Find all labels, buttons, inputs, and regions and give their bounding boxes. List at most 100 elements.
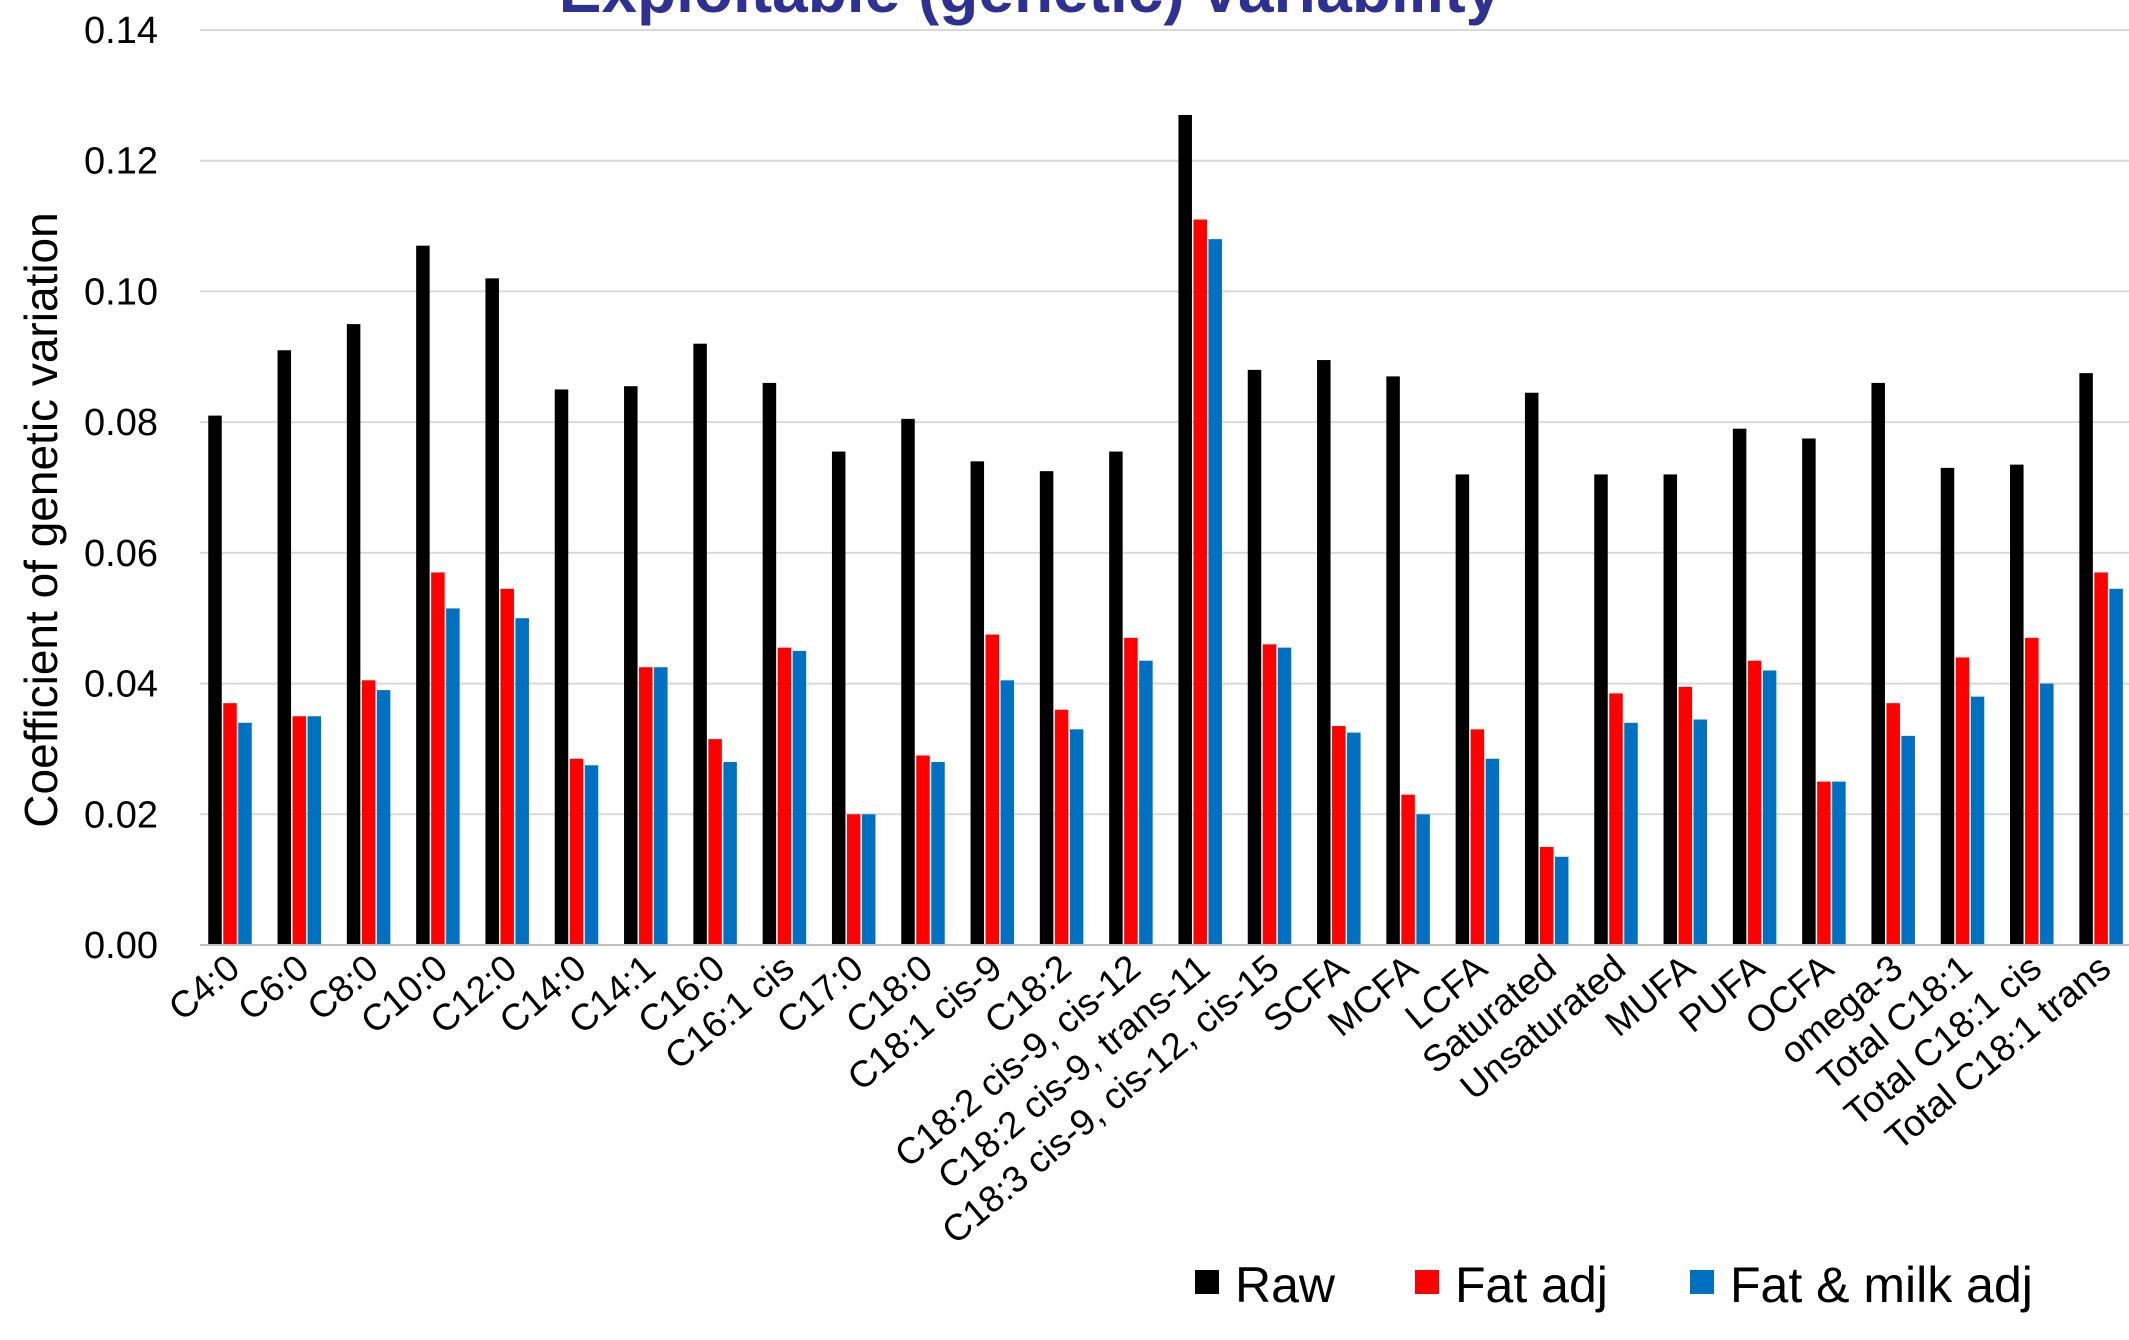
- bar-raw-25: [1940, 467, 1955, 945]
- bar-raw-18: [1455, 474, 1470, 945]
- bar-raw-5: [554, 389, 569, 945]
- bar-fat-adj-0: [223, 703, 237, 945]
- bar-fat-adj-21: [1678, 686, 1693, 945]
- bar-fat-adj-19: [1539, 846, 1554, 945]
- bar-fat-adj-4: [500, 588, 514, 945]
- bar-fat-milk-adj-20: [1624, 722, 1638, 945]
- bar-fat-adj-3: [431, 572, 445, 945]
- y-tick-label: 0.14: [84, 10, 158, 52]
- bar-raw-13: [1109, 451, 1123, 945]
- bar-raw-23: [1802, 438, 1816, 945]
- bar-raw-6: [624, 386, 638, 946]
- bar-fat-adj-23: [1817, 781, 1831, 945]
- y-tick-labels: 0.00 0.02 0.04 0.06 0.08 0.10 0.12 0.14: [84, 10, 158, 967]
- bar-fat-milk-adj-21: [1693, 719, 1708, 945]
- legend-swatch: [1415, 1270, 1439, 1294]
- bar-raw-8: [762, 382, 777, 945]
- y-tick-label: 0.00: [84, 925, 158, 967]
- y-tick-label: 0.10: [84, 271, 158, 313]
- bar-fat-milk-adj-16: [1347, 732, 1361, 945]
- bar-raw-15: [1247, 369, 1262, 945]
- bar-fat-milk-adj-7: [723, 762, 737, 945]
- bar-raw-9: [831, 451, 846, 945]
- bar-fat-milk-adj-23: [1832, 781, 1846, 945]
- bar-raw-16: [1317, 360, 1331, 945]
- bar-raw-14: [1178, 114, 1192, 945]
- bar-fat-adj-13: [1124, 637, 1138, 945]
- bar-fat-adj-11: [985, 634, 1000, 945]
- x-tick-labels: C4:0C6:0C8:0C10:0C12:0C14:0C14:1C16:0C16…: [161, 947, 2118, 1252]
- y-tick-label: 0.12: [84, 141, 158, 183]
- bar-fat-adj-7: [708, 739, 722, 945]
- bar-fat-adj-25: [1955, 657, 1970, 945]
- bar-fat-adj-16: [1332, 726, 1346, 945]
- bar-fat-adj-26: [2025, 637, 2039, 945]
- bar-raw-2: [346, 324, 361, 945]
- bar-fat-milk-adj-2: [376, 690, 391, 945]
- bar-fat-adj-8: [777, 647, 792, 945]
- bar-raw-21: [1663, 474, 1678, 945]
- x-tick-label: C6:0: [230, 947, 316, 1029]
- y-axis-title: Coefficient of genetic variation: [15, 212, 67, 827]
- bar-fat-milk-adj-8: [792, 650, 807, 945]
- bar-fat-adj-22: [1747, 660, 1762, 945]
- bar-fat-milk-adj-9: [861, 814, 876, 945]
- bar-fat-milk-adj-27: [2109, 588, 2123, 945]
- bar-fat-adj-1: [292, 716, 307, 945]
- bar-fat-milk-adj-22: [1762, 670, 1777, 945]
- legend: Raw Fat adj Fat & milk adj: [1195, 1257, 2033, 1313]
- bars: [208, 114, 2123, 946]
- bar-fat-milk-adj-15: [1277, 647, 1292, 945]
- bar-raw-0: [208, 415, 222, 945]
- bar-raw-19: [1524, 392, 1539, 945]
- bar-raw-3: [416, 245, 430, 945]
- bar-fat-milk-adj-6: [654, 667, 668, 945]
- bar-fat-adj-12: [1054, 709, 1069, 945]
- y-tick-label: 0.08: [84, 402, 158, 444]
- bar-fat-milk-adj-12: [1069, 729, 1084, 945]
- x-tick-label: C4:0: [161, 947, 247, 1029]
- bar-raw-10: [901, 418, 915, 945]
- bar-fat-adj-15: [1262, 644, 1277, 945]
- bar-fat-adj-27: [2094, 572, 2108, 945]
- bar-fat-milk-adj-26: [2040, 683, 2054, 945]
- bar-fat-milk-adj-4: [515, 618, 529, 945]
- bar-raw-24: [1871, 382, 1885, 945]
- bar-fat-milk-adj-17: [1416, 814, 1430, 945]
- bar-fat-milk-adj-24: [1901, 735, 1915, 945]
- bar-fat-adj-9: [846, 814, 861, 945]
- bar-fat-adj-6: [639, 667, 653, 945]
- legend-swatch: [1195, 1270, 1219, 1294]
- bar-fat-milk-adj-13: [1139, 660, 1153, 945]
- legend-label: Raw: [1235, 1257, 1336, 1313]
- bar-raw-4: [485, 278, 499, 945]
- legend-label: Fat & milk adj: [1730, 1257, 2033, 1313]
- bar-raw-11: [970, 461, 985, 945]
- bar-raw-27: [2079, 373, 2093, 945]
- bar-raw-1: [277, 350, 292, 945]
- bar-raw-12: [1039, 471, 1054, 945]
- bar-fat-adj-24: [1886, 703, 1900, 945]
- bar-fat-milk-adj-5: [584, 765, 599, 945]
- bar-fat-adj-5: [569, 758, 584, 945]
- bar-raw-7: [693, 343, 707, 945]
- bar-fat-milk-adj-25: [1970, 696, 1985, 945]
- bar-fat-milk-adj-19: [1554, 856, 1569, 945]
- bar-fat-milk-adj-10: [931, 762, 945, 945]
- bar-raw-22: [1732, 428, 1747, 945]
- legend-swatch: [1690, 1270, 1714, 1294]
- bar-raw-17: [1386, 376, 1400, 946]
- y-tick-label: 0.04: [84, 664, 158, 706]
- chart-title: Exploitable (genetic) variability: [559, 0, 1502, 26]
- bar-fat-milk-adj-3: [446, 608, 460, 945]
- bar-fat-milk-adj-18: [1485, 758, 1500, 945]
- bar-fat-adj-20: [1609, 693, 1623, 945]
- bar-raw-20: [1594, 474, 1608, 945]
- bar-fat-adj-17: [1401, 794, 1415, 945]
- legend-label: Fat adj: [1455, 1257, 1608, 1313]
- y-tick-label: 0.06: [84, 533, 158, 575]
- bar-fat-adj-10: [916, 755, 930, 945]
- bar-fat-milk-adj-1: [307, 716, 322, 945]
- y-tick-label: 0.02: [84, 794, 158, 836]
